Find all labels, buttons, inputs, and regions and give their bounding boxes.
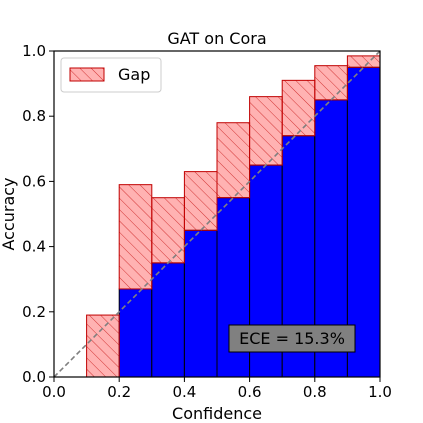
x-tick-label: 0.0 [42, 383, 66, 401]
gap-bar-hatch [151, 197, 185, 263]
gap-bar-hatch [184, 171, 217, 231]
chart-title: GAT on Cora [167, 29, 266, 48]
y-tick-label: 0.2 [22, 303, 46, 321]
gap-bar-hatch [86, 315, 120, 377]
accuracy-bar [118, 288, 153, 378]
ece-annotation: ECE = 15.3% [228, 324, 356, 353]
gap-bar-hatch [314, 65, 348, 100]
x-tick-label: 1.0 [368, 383, 392, 401]
legend-swatch-hatch [70, 68, 104, 81]
plot-frame [53, 50, 381, 378]
x-axis-label: Confidence [172, 404, 262, 423]
x-tick-label: 0.8 [303, 383, 327, 401]
legend: Gap [60, 57, 162, 93]
legend-box [60, 57, 162, 93]
legend-label: Gap [118, 65, 150, 84]
x-tick-label: 0.4 [172, 383, 196, 401]
x-axis: 0.0 0.2 0.4 0.6 0.8 1.0 [42, 377, 392, 401]
accuracy-bar [151, 262, 185, 378]
x-tick-label: 0.2 [107, 383, 131, 401]
gap-bar-hatch [282, 80, 315, 136]
y-tick-label: 0.6 [22, 172, 46, 190]
accuracy-bar [183, 229, 218, 378]
ece-text: ECE = 15.3% [239, 329, 345, 348]
gap-bar-hatch [119, 184, 152, 289]
y-tick-label: 0.8 [22, 107, 46, 125]
y-tick-label: 0.4 [22, 238, 46, 256]
y-tick-label: 0.0 [22, 368, 46, 386]
y-axis-label: Accuracy [0, 177, 18, 250]
gap-bar-hatch [217, 122, 250, 198]
ece-box [228, 324, 356, 353]
diagonal-reference-line [53, 50, 381, 378]
gap-bar-hatch [347, 55, 380, 68]
x-tick-label: 0.6 [238, 383, 262, 401]
y-tick-label: 1.0 [22, 42, 46, 60]
y-axis: 0.0 0.2 0.4 0.6 0.8 1.0 [22, 42, 54, 386]
gap-bar-hatch [249, 96, 283, 166]
